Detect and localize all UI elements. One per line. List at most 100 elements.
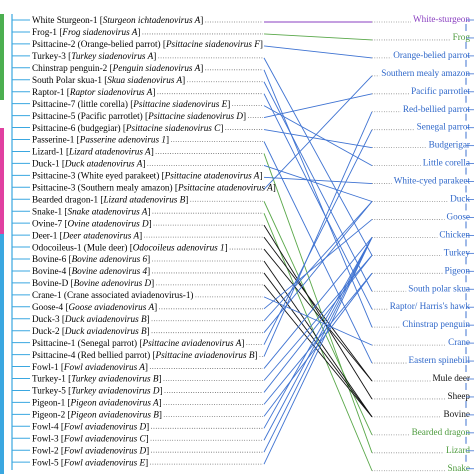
left-leaf-host: Raptor-1 [32, 87, 67, 97]
left-leaf-label: Lizard-1 [Lizard atadenovirus A] [32, 147, 154, 157]
left-leaf-virus: Deer atadenovirus A [62, 230, 140, 240]
left-leaf-label: Bearded dragon-1 [Lizard atadenovirus B] [32, 194, 188, 204]
left-leaf-virus: Frog siadenovirus A [61, 27, 137, 37]
left-leaf-label: Fowl-2 [Fowl aviadenovirus D] [32, 445, 149, 455]
association-link [263, 296, 373, 346]
left-leaf-label: Bovine-D [Bovine adenovirus D] [32, 278, 154, 288]
left-leaf-host: Duck-1 [32, 159, 62, 169]
left-leaf-host: Bovine-4 [32, 266, 69, 276]
right-leaf-label: Duck [450, 194, 470, 204]
right-leaf-label: Lizard [446, 445, 470, 455]
left-leaf-host: Fowl-2 [32, 445, 61, 455]
right-label-bg [400, 318, 472, 330]
association-link [263, 219, 373, 310]
association-links [263, 21, 373, 471]
left-leaf-virus: Psittacine aviadenovirus A [141, 338, 241, 348]
left-leaf-label: Odocoileus-1 (Mule deer) [Odocoileus ade… [32, 242, 228, 252]
left-leaf-label: Raptor-1 [Raptor siadenovirus A] [32, 87, 155, 97]
right-leaf-label: Raptor/ Harris's hawk [390, 301, 471, 311]
left-leaf-host: Psittacine-3 (White eyed parakeet) [32, 171, 162, 181]
left-leaf-label: South Polar skua-1 [Skua siadenovirus A] [32, 75, 185, 85]
left-leaf-virus: Psittacine atadenovirus A [177, 183, 273, 193]
left-leaf-label: Goose-4 [Goose aviadenovirus A] [32, 302, 157, 312]
left-leaf-host: Chinstrap penguin-2 [32, 63, 110, 73]
left-leaf-host: Deer-1 [32, 230, 60, 240]
left-leaf-label: Fowl-5 [Fowl aviadenovirus E] [32, 457, 148, 467]
left-leaf-host: Psittacine-5 (Pacific parrotlet) [32, 111, 145, 121]
left-leaf-host: Lizard-1 [32, 147, 66, 157]
right-label-bg [426, 138, 472, 150]
right-label-bg [445, 461, 472, 473]
left-leaf-host: Pigeon-1 [32, 398, 67, 408]
association-link [263, 237, 373, 453]
right-label-bg [391, 174, 472, 186]
right-leaf-label: White-sturgeon [413, 14, 470, 24]
right-leaf-label: Turkey [444, 247, 471, 257]
right-label-bg [442, 264, 472, 276]
association-link [263, 45, 373, 59]
left-leaf-virus: Fowl aviadenovirus D [63, 445, 147, 455]
left-leaf-host: Turkey-3 [32, 51, 68, 61]
left-leaf-host: Crane-1 (Crane associated aviadenovirus-… [32, 290, 193, 300]
left-leaf-host: Turkey-1 [32, 374, 68, 384]
left-leaf-virus: Bovine adenovirus D [74, 278, 152, 288]
right-label-bg [400, 102, 472, 114]
left-leaf-virus: Bovine adenovirus 4 [72, 266, 148, 276]
left-leaf-virus: Psittacine aviadenovirus B [154, 350, 254, 360]
right-leaf-label: Pacific parrotlet [411, 86, 470, 96]
left-leaf-virus: Fowl aviadenovirus E [63, 457, 146, 467]
left-leaf-label: Psittacine-4 (Red bellied parrot) [Psitt… [32, 350, 258, 360]
left-leaf-virus: Goose aviadenovirus A [69, 302, 155, 312]
right-leaf-label: Mule deer [433, 373, 471, 383]
association-link [263, 236, 373, 382]
left-leaf-label: Psittacine-5 (Pacific parrotlet) [Psitta… [32, 111, 246, 121]
left-leaf-label: Bovine-4 [Bovine adenovirus 4] [32, 266, 150, 276]
left-leaf-host: Odocoileus-1 (Mule deer) [32, 242, 130, 252]
left-leaf-virus: Pigeon aviadenovirus A [70, 398, 160, 408]
association-link [263, 93, 373, 310]
left-leaf-virus: Raptor siadenovirus A [69, 87, 153, 97]
right-label-bg [406, 354, 472, 366]
right-label-bg [411, 13, 472, 24]
association-link [263, 57, 373, 256]
left-leaf-virus: Fowl aviadenovirus A [63, 362, 145, 372]
clade-band-siadenovirus [0, 14, 4, 100]
association-link [263, 237, 373, 369]
association-link [263, 237, 373, 465]
right-label-bg [379, 66, 472, 78]
association-link [263, 75, 373, 190]
left-leaf-label: White Sturgeon-1 [Sturgeon ichtadenoviru… [32, 15, 203, 25]
left-leaf-host: Psittacine-7 (little corella) [32, 99, 130, 109]
left-leaf-host: Passerine-1 [32, 135, 77, 145]
right-leaf-label: Senegal parrot [417, 122, 471, 132]
left-leaf-label: Duck-1 [Duck atadenovirus A] [32, 159, 145, 169]
left-leaf-label: Passerine-1 [Passerine adenovirus 1] [32, 135, 169, 145]
left-leaf-host: Bovine-D [32, 278, 71, 288]
association-link [263, 129, 373, 345]
right-leaf-label: Snake [448, 463, 470, 473]
association-link [263, 237, 373, 441]
left-leaf-label: Chinstrap penguin-2 [Penguin siadenoviru… [32, 63, 203, 73]
left-leaf-label: Fowl-4 [Fowl aviadenovirus D] [32, 422, 149, 432]
left-leaf-host: Bearded dragon-1 [32, 194, 100, 204]
right-leaf-label: Sheep [448, 391, 471, 401]
left-leaf-virus: Duck aviadenovirus B [64, 326, 147, 336]
clade-band-aviadenovirus [0, 234, 4, 474]
left-leaf-label: Ovine-7 [Ovine atadenovirus D] [32, 218, 152, 228]
clade-band-atadenovirus [0, 128, 4, 234]
right-label-bg [406, 282, 472, 294]
right-leaf-label: Bovine [443, 409, 470, 419]
association-link [263, 164, 373, 202]
right-leaf-label: Orange-belied parrot [393, 50, 470, 60]
left-leaf-host: Psittacine-6 (budgegiar) [32, 123, 123, 133]
association-link [263, 69, 373, 328]
left-leaf-virus: Psittacine atadenovirus A [164, 171, 260, 181]
left-leaf-virus: Psittacine siadenovirus C [125, 123, 221, 133]
right-label-bg [446, 336, 472, 348]
left-leaf-label: Pigeon-1 [Pigeon aviadenovirus A] [32, 398, 162, 408]
left-leaf-label: Pigeon-2 [Pigeon aviadenovirus B] [32, 410, 162, 420]
association-link [263, 81, 373, 292]
left-leaf-label: Psittacine-3 (White eyed parakeet) [Psit… [32, 171, 262, 181]
left-leaf-host: Fowl-1 [32, 362, 61, 372]
